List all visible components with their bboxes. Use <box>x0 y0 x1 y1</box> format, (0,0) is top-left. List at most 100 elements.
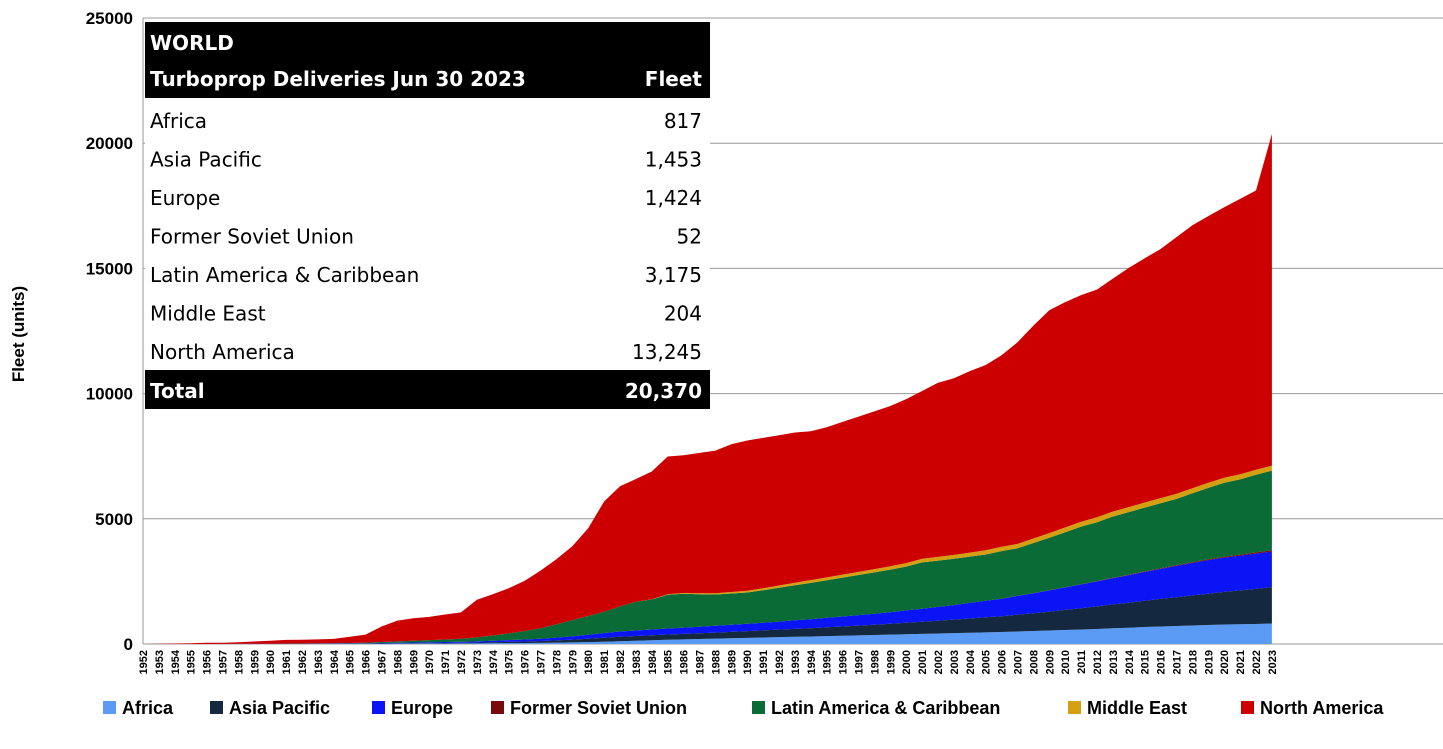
table-body-bg <box>145 98 710 370</box>
x-tick-label: 1973 <box>472 650 484 674</box>
y-tick-label: 10000 <box>86 385 133 404</box>
x-tick-label: 1980 <box>583 650 595 674</box>
x-tick-label: 1969 <box>408 650 420 674</box>
legend-swatch <box>1241 701 1254 714</box>
x-tick-label: 1970 <box>424 650 436 674</box>
legend-label: Middle East <box>1087 698 1187 718</box>
legend-swatch <box>372 701 385 714</box>
legend-swatch <box>210 701 223 714</box>
x-tick-label: 2022 <box>1251 650 1263 674</box>
x-tick-label: 2021 <box>1235 650 1247 674</box>
x-tick-label: 1977 <box>536 650 548 674</box>
area-africa <box>143 623 1272 644</box>
x-tick-label: 1961 <box>281 650 293 674</box>
table-header-bg <box>145 22 710 98</box>
area-latin-america-caribbean <box>143 470 1272 644</box>
y-tick-label: 5000 <box>95 510 133 529</box>
x-tick-label: 1992 <box>774 650 786 674</box>
x-tick-label: 1954 <box>170 649 182 674</box>
x-tick-label: 2016 <box>1156 650 1168 674</box>
legend: Africa Asia Pacific Europe Former Soviet Un… <box>103 698 1384 718</box>
x-tick-label: 1955 <box>186 650 198 674</box>
table-row-value: 13,245 <box>632 340 702 364</box>
x-tick-label: 2010 <box>1060 650 1072 674</box>
x-tick-label: 1974 <box>488 649 500 674</box>
x-tick-label: 1966 <box>361 650 373 674</box>
table-row-value: 1,424 <box>645 186 702 210</box>
x-tick-label: 1971 <box>440 650 452 674</box>
table-row-value: 3,175 <box>645 263 702 287</box>
x-tick-label: 2005 <box>981 650 993 674</box>
table-total-label: Total <box>150 379 205 403</box>
x-tick-label: 1999 <box>885 650 897 674</box>
y-axis-ticks: 0 5000 10000 15000 20000 25000 <box>86 9 133 654</box>
table-row-label: Former Soviet Union <box>150 225 354 249</box>
legend-label: North America <box>1260 698 1384 718</box>
x-tick-label: 1982 <box>615 650 627 674</box>
x-tick-label: 1963 <box>313 650 325 674</box>
x-tick-label: 1959 <box>249 650 261 674</box>
table-row-label: Europe <box>150 186 220 210</box>
x-tick-label: 2013 <box>1108 650 1120 674</box>
legend-swatch <box>752 701 765 714</box>
x-tick-label: 1956 <box>202 650 214 674</box>
x-tick-label: 1962 <box>297 650 309 674</box>
y-axis-label: Fleet (units) <box>9 286 28 382</box>
area-europe <box>143 551 1272 644</box>
table-header-label: Turboprop Deliveries Jun 30 2023 <box>150 67 526 91</box>
table-row-label: Latin America & Caribbean <box>150 263 419 287</box>
legend-label: Asia Pacific <box>229 698 330 718</box>
x-tick-label: 1957 <box>218 650 230 674</box>
x-tick-label: 1968 <box>392 650 404 674</box>
table-row-value: 1,453 <box>645 148 702 172</box>
legend-swatch <box>103 701 116 714</box>
legend-swatch <box>491 701 504 714</box>
legend-label: Europe <box>391 698 453 718</box>
table-row-label: Africa <box>150 109 207 133</box>
x-tick-label: 2019 <box>1203 650 1215 674</box>
table-rows: Africa 817 Asia Pacific 1,453 Europe 1,424 For… <box>150 109 702 364</box>
x-tick-label: 2007 <box>1013 650 1025 674</box>
area-asia-pacific <box>143 587 1272 644</box>
y-tick-label: 15000 <box>86 259 133 278</box>
summary-table: WORLD Turboprop Deliveries Jun 30 2023 F… <box>145 22 710 409</box>
x-tick-label: 2006 <box>997 650 1009 674</box>
y-tick-label: 0 <box>124 635 133 654</box>
table-header-fleet: Fleet <box>645 67 703 91</box>
x-tick-label: 1986 <box>679 650 691 674</box>
y-tick-label: 25000 <box>86 9 133 28</box>
x-tick-label: 2001 <box>917 650 929 674</box>
table-row-value: 817 <box>664 109 702 133</box>
x-tick-label: 2023 <box>1267 650 1279 674</box>
table-row-label: Middle East <box>150 302 266 326</box>
area-north-america <box>143 133 1272 644</box>
x-tick-label: 1988 <box>710 650 722 674</box>
stacked-areas <box>143 133 1272 644</box>
x-tick-label: 1972 <box>456 650 468 674</box>
x-tick-label: 2020 <box>1219 650 1231 674</box>
x-tick-label: 2000 <box>901 650 913 674</box>
x-tick-label: 2011 <box>1076 650 1088 674</box>
table-row-value: 52 <box>677 225 702 249</box>
x-tick-label: 2008 <box>1028 650 1040 674</box>
x-tick-label: 2017 <box>1172 650 1184 674</box>
x-tick-label: 1987 <box>695 650 707 674</box>
legend-label: Latin America & Caribbean <box>771 698 1000 718</box>
x-tick-label: 2018 <box>1187 650 1199 674</box>
table-row-label: Asia Pacific <box>150 148 262 172</box>
x-tick-label: 1998 <box>869 650 881 674</box>
x-tick-label: 2002 <box>933 650 945 674</box>
x-tick-label: 1990 <box>742 650 754 674</box>
x-tick-label: 1997 <box>854 650 866 674</box>
x-tick-label: 1984 <box>647 649 659 674</box>
x-tick-label: 2009 <box>1044 650 1056 674</box>
x-tick-label: 1978 <box>551 650 563 674</box>
table-total-value: 20,370 <box>625 379 702 403</box>
x-tick-label: 1991 <box>758 650 770 674</box>
table-row-value: 204 <box>664 302 702 326</box>
x-tick-label: 2004 <box>965 649 977 674</box>
legend-swatch <box>1068 701 1081 714</box>
x-tick-label: 1975 <box>504 650 516 674</box>
table-row-label: North America <box>150 340 295 364</box>
x-tick-label: 1958 <box>233 650 245 674</box>
